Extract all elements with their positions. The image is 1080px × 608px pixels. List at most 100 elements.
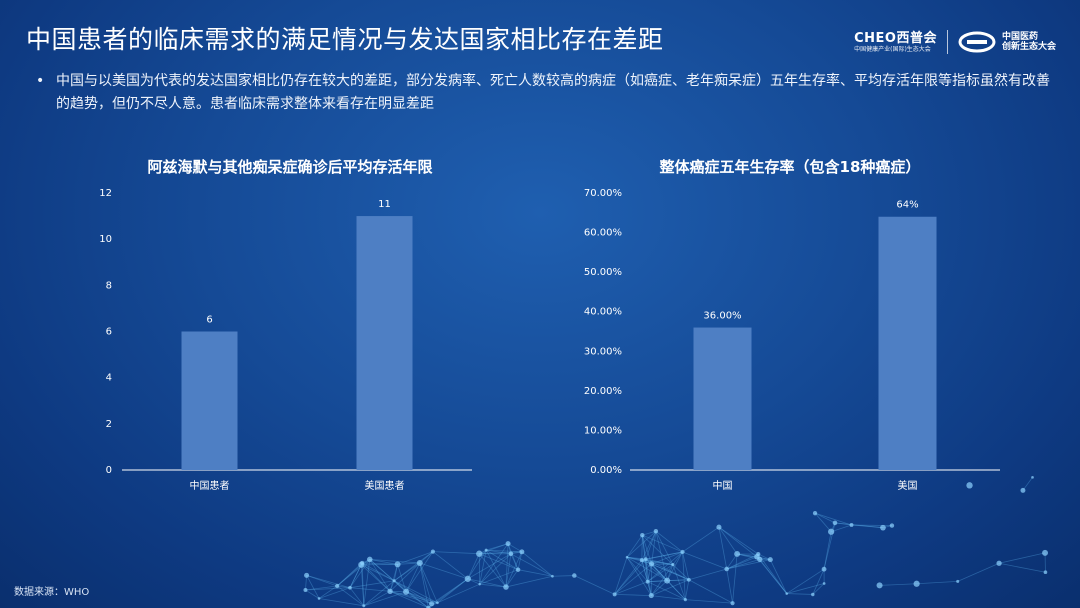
network-link [814,512,832,532]
y-tick-label: 10.00% [584,425,622,436]
network-link [645,551,683,560]
network-link [467,553,512,580]
network-node [683,597,687,602]
network-link [626,556,668,581]
network-node [730,601,735,606]
network-link [641,531,657,561]
network-link [336,585,365,607]
network-link [626,530,657,558]
network-link [647,581,686,600]
network-link [641,559,673,565]
network-link [879,583,917,586]
network-node [828,528,835,535]
network-link [507,543,523,553]
network-link [614,563,652,595]
network-link [437,583,480,604]
network-link [726,556,758,570]
network-link [642,530,656,536]
summary-bullet: • 中国与以美国为代表的发达国家相比仍存在较大的差距，部分发病率、死亡人数较高的… [36,70,1050,116]
network-link [485,549,519,571]
network-node [664,577,671,584]
network-link [505,575,553,588]
cancer-chart-plot: 0.00% 10.00% 20.00% 30.00% 40.00% 50.00% 60.00… [584,188,1000,492]
network-link [651,563,668,581]
network-link [349,587,365,607]
network-link [336,559,371,587]
network-node [849,523,854,527]
network-link [432,551,480,555]
network-node [640,532,645,538]
network-link [369,559,391,592]
y-tick-label: 0 [106,465,112,476]
network-node [811,592,815,597]
network-link [485,549,507,588]
network-link [786,593,813,595]
network-link [517,569,553,577]
network-node [303,588,308,593]
network-link [363,580,395,607]
y-tick-label: 60.00% [584,228,622,239]
network-link [614,558,647,595]
network-link [737,553,771,561]
network-link [486,549,511,555]
network-link [651,551,683,565]
network-link [655,531,674,565]
network-link [318,587,351,599]
network-link [834,522,883,529]
network-node [436,601,439,605]
network-link [486,543,509,551]
network-link [814,512,852,526]
network-link [726,568,733,604]
network-node [648,561,655,567]
network-link [361,564,395,582]
network-link [834,522,852,526]
innovation-logo-icon [958,31,996,53]
network-node [1020,487,1026,493]
network-link [431,578,469,605]
network-node [476,550,483,557]
innovation-logo-line2: 创新生态大会 [1001,42,1056,52]
network-link [397,564,407,592]
network-link [363,559,371,606]
network-node [503,584,509,590]
network-link [666,580,686,600]
dementia-survival-chart: 阿兹海默与其他痴呆症确诊后平均存活年限 0 2 4 6 8 10 12 6 中国患者 11 美国患者 [80,150,500,510]
dementia-chart-plot: 0 2 4 6 8 10 12 6 中国患者 11 美国患者 [99,188,472,492]
network-node [832,520,838,526]
network-link [318,585,338,599]
network-link [521,551,553,577]
summary-text: 中国与以美国为代表的发达国家相比仍存在较大的差距，部分发病率、死亡人数较高的病症… [56,73,1050,112]
network-link [851,524,883,529]
network-link [360,564,365,606]
network-link [642,534,683,553]
bar-value-label: 36.00% [703,311,741,322]
network-link [479,569,519,585]
network-link [737,553,757,558]
network-node [392,579,396,583]
network-link [642,534,674,565]
network-link [726,553,738,570]
network-link [655,530,683,553]
network-link [647,563,652,582]
network-link [759,559,788,594]
network-node [767,557,773,563]
network-link [688,568,727,581]
network-node [966,482,973,489]
network-link [505,569,519,588]
network-link [645,558,668,581]
network-node [519,549,525,555]
category-label: 中国 [713,479,733,492]
network-link [507,543,519,570]
network-link [823,531,832,570]
network-link [349,564,362,588]
network-link [437,578,469,604]
data-source: 数据来源：WHO [14,587,90,598]
network-node [724,566,729,572]
network-link [641,560,652,596]
network-link [505,543,509,588]
network-node [304,572,310,578]
network-link [641,559,668,581]
network-node [430,549,435,554]
network-link [682,551,690,580]
network-link [467,578,507,588]
